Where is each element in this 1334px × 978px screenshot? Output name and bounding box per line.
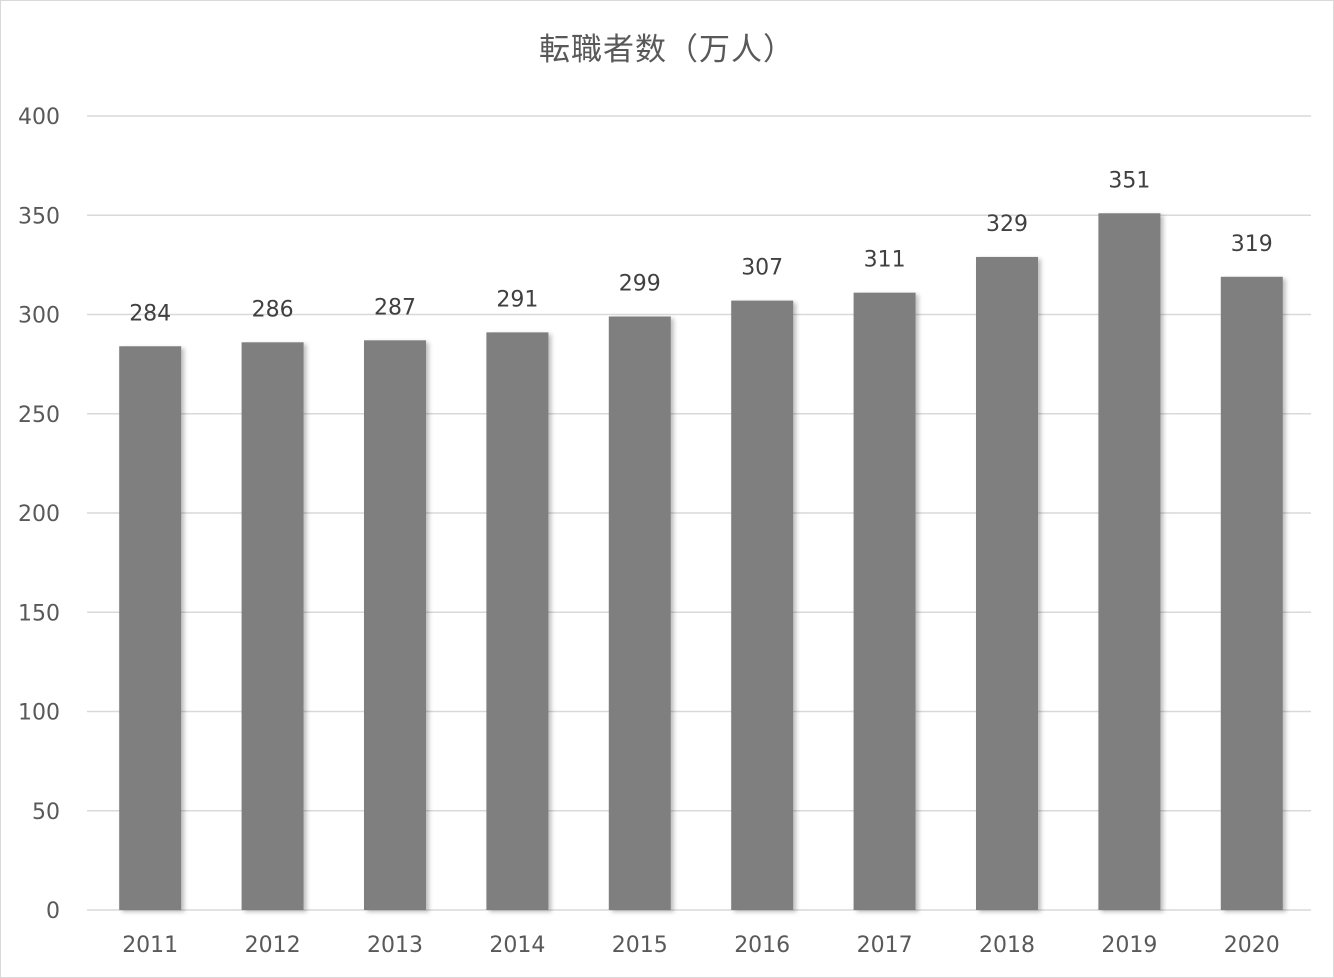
bar	[976, 256, 1038, 910]
x-tick-label: 2020	[1224, 933, 1280, 958]
y-tick-label: 350	[18, 204, 60, 229]
data-label: 351	[1108, 168, 1150, 193]
data-label: 284	[129, 301, 171, 326]
bar	[1220, 276, 1283, 910]
bar	[1098, 213, 1161, 910]
bar	[853, 292, 916, 910]
x-tick-label: 2018	[979, 933, 1035, 958]
x-tick-label: 2015	[612, 933, 668, 958]
bar	[364, 340, 426, 910]
y-tick-label: 0	[46, 899, 60, 924]
x-tick-label: 2017	[857, 933, 913, 958]
bars	[119, 213, 1283, 911]
data-label: 291	[496, 287, 538, 312]
x-tick-label: 2016	[734, 933, 790, 958]
bar	[731, 300, 794, 911]
data-label: 329	[986, 212, 1028, 237]
data-label: 319	[1231, 232, 1273, 257]
y-tick-label: 300	[18, 304, 60, 329]
x-axis: 2011 2012 2013 2014 2015 2016 2017 2018 2019 2020	[122, 933, 1280, 958]
y-tick-label: 400	[18, 105, 60, 130]
data-labels: 284 286 287 291 299 307 311 329 351 319	[129, 168, 1273, 326]
data-label: 286	[252, 297, 294, 322]
x-tick-label: 2014	[489, 933, 545, 958]
x-tick-label: 2013	[367, 933, 423, 958]
x-tick-label: 2012	[245, 933, 301, 958]
data-label: 299	[619, 271, 661, 296]
data-label: 311	[864, 248, 906, 273]
y-axis: 0 50 100 150 200 250 300 350 400	[18, 105, 60, 924]
bar	[486, 332, 549, 910]
chart-title: 転職者数（万人）	[539, 32, 795, 68]
y-tick-label: 250	[18, 403, 60, 428]
bar	[241, 342, 304, 910]
y-tick-label: 200	[18, 502, 60, 527]
y-tick-label: 100	[18, 701, 60, 726]
data-label: 307	[741, 256, 783, 281]
x-tick-label: 2019	[1101, 933, 1157, 958]
x-tick-label: 2011	[122, 933, 178, 958]
y-tick-label: 50	[32, 800, 60, 825]
bar	[119, 346, 182, 910]
y-tick-label: 150	[18, 601, 60, 626]
data-label: 287	[374, 295, 416, 320]
bar	[608, 316, 671, 910]
